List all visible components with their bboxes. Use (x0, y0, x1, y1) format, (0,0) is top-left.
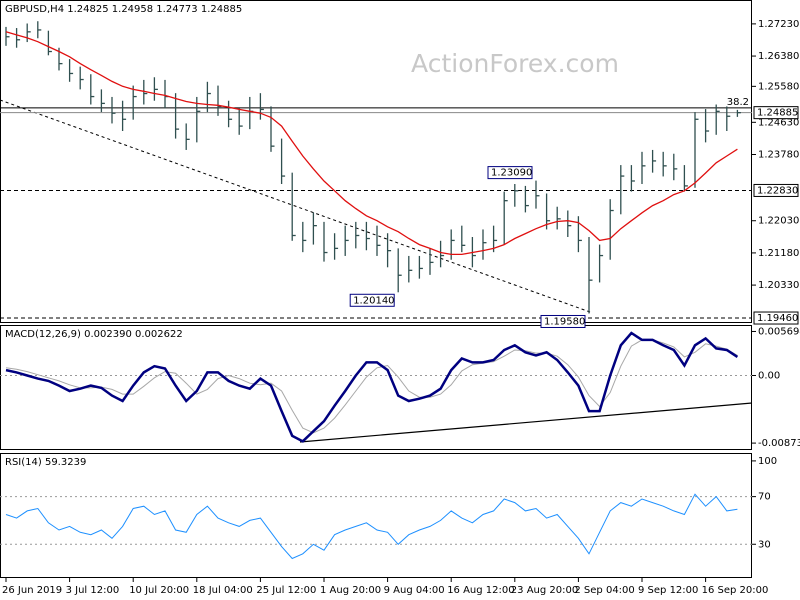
price-box (753, 311, 799, 325)
x-tick-label: 16 Aug 12:00 (447, 585, 514, 596)
macd-title: MACD(12,26,9) 0.002390 0.002622 (5, 329, 183, 340)
price-box-label: 1.22830 (757, 185, 798, 196)
y-tick-label: 1.27230 (758, 19, 799, 30)
trendline (0, 99, 591, 313)
macd-trendline (299, 402, 753, 443)
x-tick-label: 2 Sep 04:00 (574, 585, 634, 596)
y-tick-label: 30 (758, 539, 771, 550)
y-tick-label: 1.24630 (758, 117, 799, 128)
annotation-box (349, 293, 395, 307)
indicator-line (5, 339, 738, 434)
moving-average (5, 31, 738, 256)
y-tick-label: 0.005694 (758, 326, 800, 337)
x-tick-label: 1 Aug 20:00 (320, 585, 381, 596)
x-tick-label: 9 Sep 12:00 (638, 585, 698, 596)
x-tick-label: 23 Aug 20:00 (511, 585, 578, 596)
price-panel (0, 0, 752, 323)
header: GBPUSD,H4 1.24825 1.24958 1.24773 1.2488… (5, 4, 242, 15)
price-box (753, 106, 799, 120)
y-tick-label: 1.26380 (758, 51, 799, 62)
y-tick-label: 1.21180 (758, 248, 799, 259)
annotation-label: 1.23090 (491, 168, 532, 179)
indicator-line (5, 331, 739, 443)
y-tick-label: 0.00 (758, 371, 780, 382)
x-tick-label: 3 Jul 12:00 (66, 585, 120, 596)
y-tick-label: 1.22030 (758, 216, 799, 227)
rsi-panel (0, 453, 752, 578)
annotation-box (540, 314, 586, 328)
annotation-box (487, 166, 533, 180)
y-tick-label: -0.008737 (758, 438, 800, 449)
price-box-label: 1.24885 (757, 108, 798, 119)
y-tick-label: 1.20330 (758, 280, 799, 291)
indicator-line (5, 493, 738, 560)
y-tick-label: 1.25580 (758, 81, 799, 92)
price-box (753, 183, 799, 197)
watermark: ActionForex.com (411, 49, 619, 78)
price-box-label: 1.19460 (757, 313, 798, 324)
x-tick-label: 25 Jul 12:00 (256, 585, 316, 596)
x-tick-label: 18 Jul 04:00 (193, 585, 253, 596)
annotation-label: 1.20140 (353, 295, 394, 306)
macd-panel (0, 325, 752, 450)
x-tick-label: 10 Jul 20:00 (129, 585, 189, 596)
x-tick-label: 16 Sep 20:00 (702, 585, 769, 596)
annotation-label: 1.19580 (544, 316, 585, 327)
rsi-title: RSI(14) 59.3239 (5, 457, 86, 468)
x-tick-label: 26 Jun 2019 (2, 585, 62, 596)
y-tick-label: 1.23780 (758, 149, 799, 160)
y-tick-label: 70 (758, 492, 771, 503)
fib-label: 38.2 (727, 97, 749, 108)
x-tick-label: 9 Aug 04:00 (384, 585, 445, 596)
y-tick-label: 100 (758, 456, 777, 467)
